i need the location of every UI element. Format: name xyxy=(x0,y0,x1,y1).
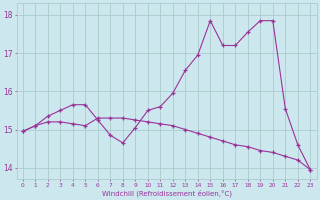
X-axis label: Windchill (Refroidissement éolien,°C): Windchill (Refroidissement éolien,°C) xyxy=(101,189,232,197)
